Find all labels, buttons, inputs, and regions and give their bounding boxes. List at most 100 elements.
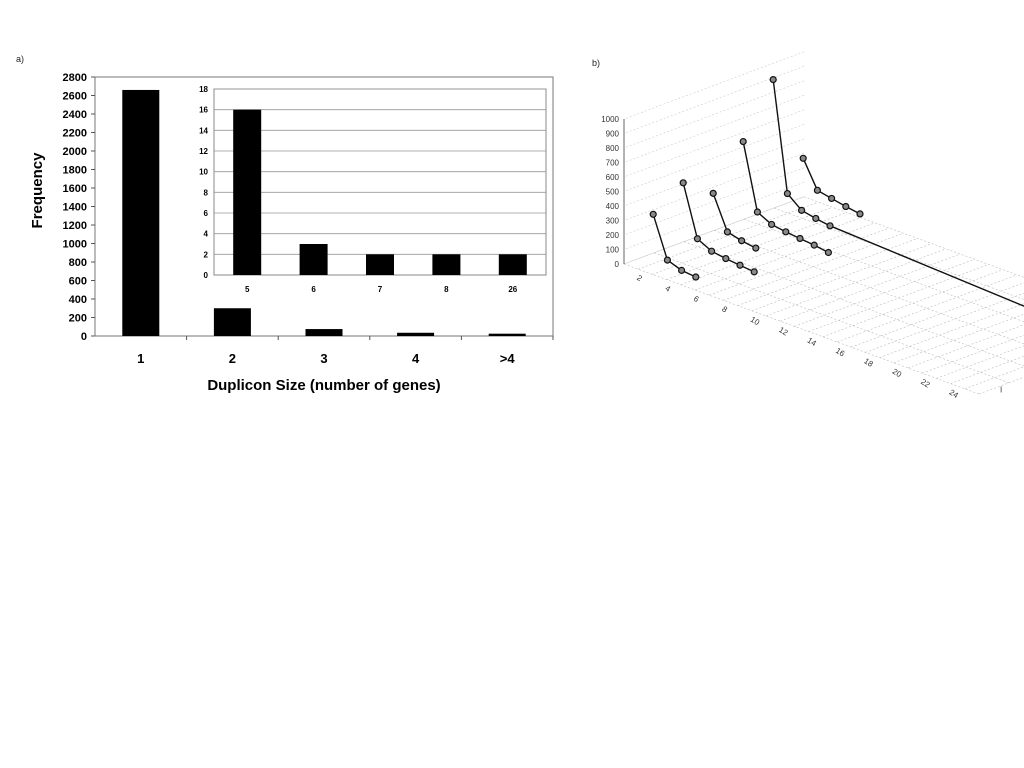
wall-gridline — [623, 51, 805, 120]
x-tick-label: 4 — [412, 351, 420, 366]
y-tick-label: 2200 — [63, 128, 87, 140]
y-tick-label: 1400 — [63, 202, 87, 214]
data-point — [810, 241, 818, 249]
data-point — [692, 273, 700, 281]
x-tick-label: 3 — [320, 351, 327, 366]
data-point — [799, 154, 807, 162]
x-tick-label: 26 — [976, 398, 989, 400]
floor-gridline — [765, 248, 947, 317]
inset-x-tick-label: 26 — [508, 285, 517, 294]
z-tick-label: 0 — [615, 260, 620, 269]
z-tick-label: 900 — [606, 130, 620, 139]
inset-y-tick-label: 8 — [204, 188, 209, 197]
data-point — [767, 220, 776, 229]
chromosome-label: I — [1000, 385, 1002, 394]
data-point — [739, 137, 747, 146]
wall-gridline — [623, 66, 805, 134]
y-tick-label: 2800 — [63, 72, 87, 84]
z-tick-label: 400 — [606, 202, 620, 211]
y-tick-label: 2000 — [63, 146, 87, 158]
y-tick-label: 2400 — [63, 109, 87, 121]
data-point — [750, 268, 758, 276]
x-tick-label: 12 — [777, 325, 790, 338]
series-line — [802, 158, 861, 215]
data-point — [722, 254, 730, 263]
floor-gridline — [803, 196, 1024, 278]
floor-gridline — [694, 222, 876, 291]
series-line — [712, 193, 757, 249]
x-axis-label: Duplicon Size (number of genes) — [207, 377, 440, 394]
floor-gridline — [709, 227, 890, 296]
floor-gridline — [836, 274, 1018, 343]
y-tick-label: 400 — [69, 294, 87, 306]
series-line — [652, 214, 697, 278]
y-tick-label: 1000 — [63, 239, 87, 251]
inset-bar — [233, 109, 262, 276]
floor-gridline — [978, 376, 1024, 395]
inset-y-tick-label: 18 — [199, 85, 208, 94]
series-line — [682, 182, 755, 273]
data-point — [737, 237, 746, 245]
y-tick-label: 600 — [69, 276, 87, 288]
floor-gridline — [623, 263, 980, 395]
wall-gridline — [623, 124, 805, 192]
floor-gridline — [683, 241, 1024, 367]
z-tick-label: 1000 — [601, 115, 619, 124]
z-tick-label: 300 — [606, 217, 620, 226]
wall-gridline — [623, 167, 805, 236]
data-point — [663, 256, 672, 264]
floor-gridline — [950, 355, 1024, 384]
inset-y-tick-label: 2 — [204, 250, 209, 259]
duplicon-size-bar-chart: 0200400600800100012001400160018002000220… — [29, 72, 554, 394]
x-tick-label: 6 — [692, 294, 701, 304]
inset-bar — [299, 244, 328, 275]
floor-gridline — [879, 303, 1024, 358]
wall-gridline — [623, 95, 805, 163]
panel-b-label: b) — [592, 58, 601, 68]
wall-gridline — [623, 182, 805, 250]
panel-a-label: a) — [16, 54, 25, 64]
inset-y-tick-label: 10 — [199, 168, 208, 177]
x-tick-label: >4 — [500, 351, 516, 366]
x-tick-label: 22 — [919, 377, 932, 390]
data-point — [824, 248, 833, 257]
z-tick-label: 500 — [606, 188, 620, 197]
z-tick-label: 100 — [606, 246, 620, 255]
data-point — [753, 208, 762, 216]
wall-gridline — [623, 153, 805, 221]
y-tick-label: 1600 — [63, 183, 87, 195]
floor-gridline — [653, 252, 1010, 384]
data-point — [782, 228, 790, 236]
x-tick-label: 2 — [229, 351, 236, 366]
x-tick-label: 2 — [635, 273, 644, 283]
data-point — [797, 206, 806, 214]
inset-y-tick-label: 6 — [204, 209, 209, 218]
floor-gridline — [893, 313, 1024, 364]
x-tick-label: 4 — [664, 284, 673, 294]
inset-bar — [432, 254, 461, 275]
floor-gridline — [907, 324, 1024, 369]
data-point — [826, 222, 834, 230]
x-tick-label: 8 — [720, 304, 729, 314]
x-tick-label: 14 — [806, 336, 819, 349]
inset-x-tick-label: 8 — [444, 285, 449, 294]
data-point — [736, 261, 744, 269]
data-point — [827, 194, 836, 203]
x-tick-label: 1 — [137, 351, 144, 366]
inset-y-tick-label: 14 — [199, 126, 208, 135]
floor-gridline — [743, 218, 1024, 323]
inset-bar — [498, 254, 527, 275]
data-point — [813, 186, 822, 194]
data-point — [783, 189, 792, 198]
inset-bar — [366, 254, 394, 275]
floor-gridline — [822, 269, 1003, 338]
data-point — [693, 235, 702, 243]
x-tick-label: 20 — [891, 367, 904, 380]
data-point — [649, 210, 657, 218]
bar — [213, 308, 251, 336]
data-point — [856, 210, 864, 218]
y-tick-label: 800 — [69, 257, 87, 269]
data-point — [769, 75, 777, 84]
wall-gridline — [623, 196, 805, 265]
x-tick-label: 10 — [749, 315, 762, 328]
